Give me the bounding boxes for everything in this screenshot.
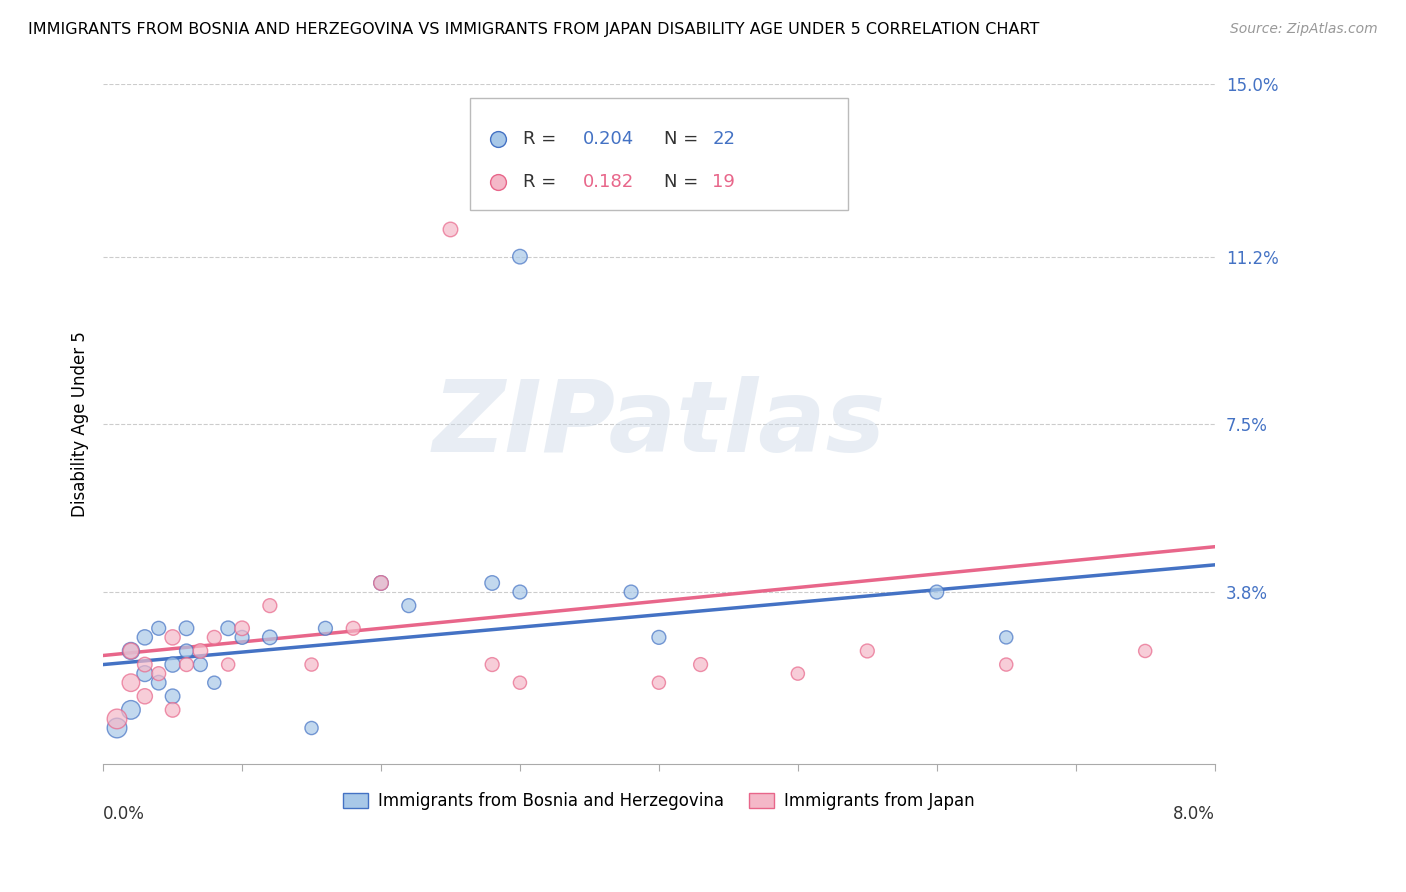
Text: IMMIGRANTS FROM BOSNIA AND HERZEGOVINA VS IMMIGRANTS FROM JAPAN DISABILITY AGE U: IMMIGRANTS FROM BOSNIA AND HERZEGOVINA V…	[28, 22, 1039, 37]
Point	[162, 657, 184, 672]
Point	[231, 621, 253, 635]
Text: R =: R =	[523, 173, 568, 191]
Text: 8.0%: 8.0%	[1173, 805, 1215, 823]
Point	[259, 631, 281, 645]
Point	[509, 675, 531, 690]
Point	[620, 585, 643, 599]
Point	[148, 675, 170, 690]
Text: 19: 19	[713, 173, 735, 191]
Point	[648, 631, 671, 645]
Point	[176, 657, 198, 672]
Point	[786, 666, 808, 681]
Point	[995, 631, 1018, 645]
Point	[481, 576, 503, 591]
Point	[120, 675, 142, 690]
Point	[856, 644, 879, 658]
Point	[148, 666, 170, 681]
Point	[314, 621, 336, 635]
Point	[176, 621, 198, 635]
Point	[217, 621, 239, 635]
Text: 0.0%: 0.0%	[103, 805, 145, 823]
Text: 0.204: 0.204	[583, 130, 634, 148]
Text: 0.182: 0.182	[583, 173, 634, 191]
Point	[995, 657, 1018, 672]
Point	[509, 585, 531, 599]
Point	[162, 703, 184, 717]
Point	[231, 631, 253, 645]
Point	[190, 657, 212, 672]
Point	[162, 690, 184, 704]
Point	[370, 576, 392, 591]
Point	[148, 621, 170, 635]
Point	[176, 644, 198, 658]
Point	[134, 631, 156, 645]
Text: R =: R =	[523, 130, 562, 148]
Point	[259, 599, 281, 613]
Point	[202, 631, 225, 645]
Text: ZIPatlas: ZIPatlas	[432, 376, 886, 473]
Point	[925, 585, 948, 599]
Text: Source: ZipAtlas.com: Source: ZipAtlas.com	[1230, 22, 1378, 37]
Point	[301, 657, 323, 672]
Point	[439, 222, 461, 236]
Text: N =: N =	[665, 173, 699, 191]
Point	[120, 644, 142, 658]
Point	[509, 250, 531, 264]
Point	[120, 644, 142, 658]
Point	[301, 721, 323, 735]
Point	[689, 657, 711, 672]
Point	[342, 621, 364, 635]
Point	[105, 712, 128, 726]
Text: N =: N =	[665, 130, 699, 148]
FancyBboxPatch shape	[470, 98, 848, 211]
Point	[134, 657, 156, 672]
Point	[134, 666, 156, 681]
Point	[105, 721, 128, 735]
Point	[134, 690, 156, 704]
Y-axis label: Disability Age Under 5: Disability Age Under 5	[72, 332, 89, 517]
Text: 22: 22	[713, 130, 735, 148]
Legend: Immigrants from Bosnia and Herzegovina, Immigrants from Japan: Immigrants from Bosnia and Herzegovina, …	[336, 786, 981, 817]
Point	[162, 631, 184, 645]
Point	[648, 675, 671, 690]
Point	[202, 675, 225, 690]
Point	[217, 657, 239, 672]
Point	[120, 703, 142, 717]
Point	[1135, 644, 1157, 658]
Point	[190, 644, 212, 658]
Point	[481, 657, 503, 672]
Point	[398, 599, 420, 613]
Point	[370, 576, 392, 591]
